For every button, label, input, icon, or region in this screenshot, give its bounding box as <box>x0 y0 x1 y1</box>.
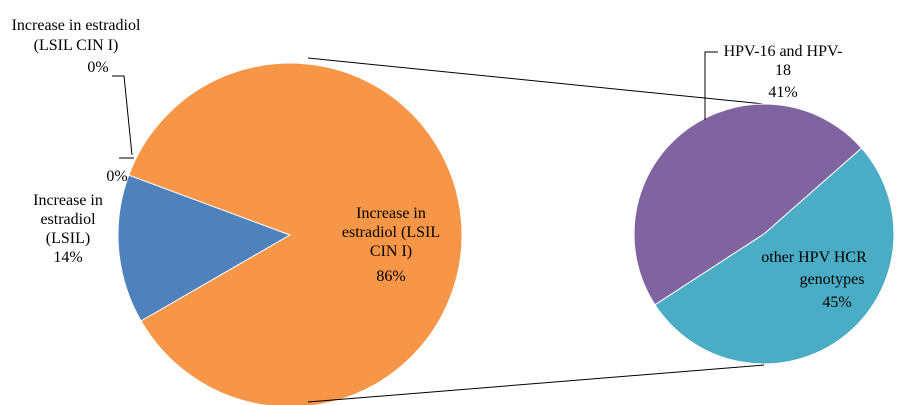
data-label-cin: Increase in estradiol (LSIL CIN I) 86% <box>342 205 440 285</box>
secondary-pie <box>633 103 895 365</box>
data-label-lsil: Increase in estradiol (LSIL) 14% <box>33 192 103 266</box>
main-pie-slice-0 <box>117 174 292 322</box>
main-pie-slice-3 <box>128 62 463 405</box>
connector-lines <box>307 57 765 403</box>
main-pie <box>117 62 463 405</box>
data-label-value: 0% <box>106 168 127 185</box>
data-label-hpv16: HPV-16 and HPV- 18 41% <box>724 43 843 101</box>
data-label-line: Increase in <box>356 205 426 222</box>
data-label-line: estradiol <box>40 211 96 228</box>
data-label-line: (LSIL) <box>46 230 90 247</box>
data-label-other: other HPV HCR genotypes 45% <box>761 249 867 311</box>
data-label-value: 41% <box>768 84 797 101</box>
data-label-line: HPV-16 and HPV- <box>724 43 843 60</box>
data-label-value: 86% <box>376 268 405 285</box>
data-label-zero-top: Increase in estradiol (LSIL CIN I) 0% <box>12 17 141 76</box>
connector-line-top <box>307 57 765 105</box>
data-label-line: 18 <box>775 62 791 79</box>
leader-lines <box>112 51 718 159</box>
data-label-line: other HPV HCR <box>761 249 867 266</box>
data-label-line: (LSIL CIN I) <box>34 37 119 54</box>
data-label-line: Increase in <box>33 192 103 209</box>
data-label-line: estradiol (LSIL <box>342 224 440 241</box>
data-label-line: Increase in estradiol <box>12 17 141 34</box>
data-label-value: 45% <box>822 294 851 311</box>
leader-line-hpv16 <box>704 51 718 120</box>
leader-line-zero-top <box>112 75 133 156</box>
data-label-value: 0% <box>87 59 108 76</box>
data-label-line: CIN I) <box>370 243 412 260</box>
data-label-zero-mid: 0% <box>106 168 127 185</box>
secondary-pie-slice-1 <box>654 147 895 365</box>
secondary-pie-slice-0 <box>633 103 863 306</box>
data-label-line: genotypes <box>800 271 865 288</box>
data-label-value: 14% <box>53 249 82 266</box>
connector-line-bottom <box>307 364 765 403</box>
